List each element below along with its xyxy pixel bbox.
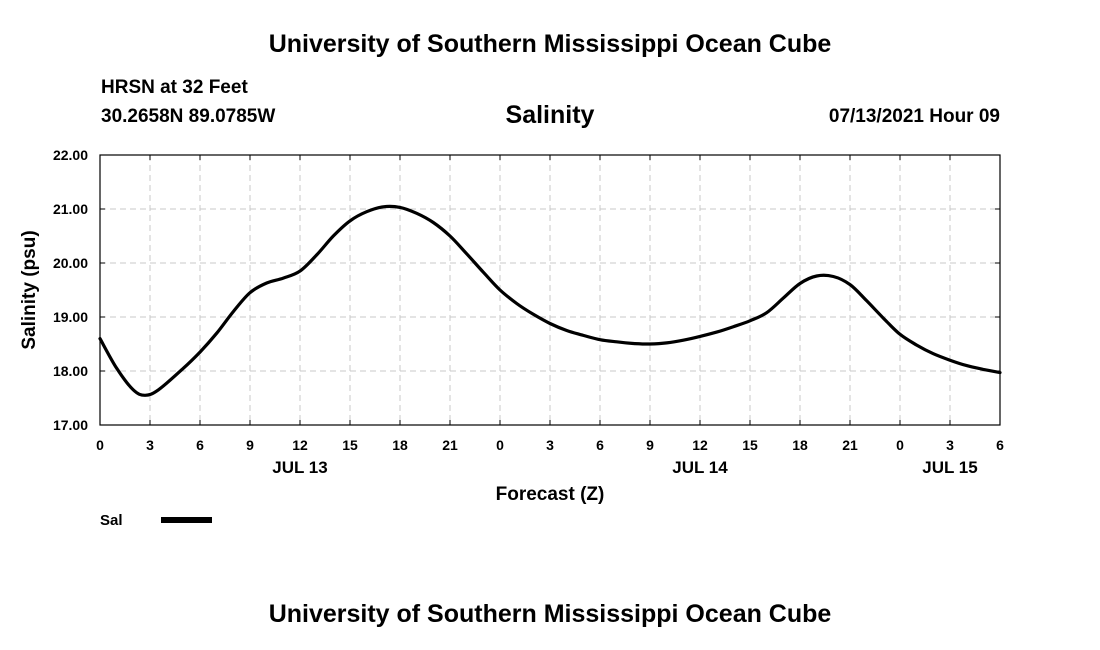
y-tick-label: 20.00 bbox=[53, 255, 88, 271]
y-tick-label: 22.00 bbox=[53, 147, 88, 163]
x-tick-label: 3 bbox=[146, 437, 154, 453]
x-date-label: JUL 14 bbox=[672, 458, 728, 477]
y-axis-title: Salinity (psu) bbox=[19, 230, 40, 349]
forecast-timestamp: 07/13/2021 Hour 09 bbox=[828, 106, 1000, 127]
chart-title: Salinity bbox=[505, 101, 595, 129]
x-tick-label: 6 bbox=[996, 437, 1004, 453]
x-tick-label: 18 bbox=[792, 437, 808, 453]
x-tick-label: 3 bbox=[946, 437, 954, 453]
y-tick-label: 17.00 bbox=[53, 417, 88, 433]
y-tick-label: 21.00 bbox=[53, 201, 88, 217]
x-date-label: JUL 13 bbox=[272, 458, 327, 477]
x-date-label: JUL 15 bbox=[922, 458, 977, 477]
grid-lines bbox=[100, 155, 1000, 425]
station-coordinates: 30.2658N 89.0785W bbox=[101, 106, 276, 127]
station-label: HRSN at 32 Feet bbox=[101, 77, 248, 98]
x-tick-label: 21 bbox=[842, 437, 858, 453]
legend-label: Sal bbox=[100, 512, 123, 529]
series-line-sal bbox=[98, 204, 1002, 397]
x-tick-label: 6 bbox=[196, 437, 204, 453]
org-title-top: University of Southern Mississippi Ocean… bbox=[268, 30, 832, 58]
x-tick-label: 15 bbox=[342, 437, 358, 453]
x-axis-title: Forecast (Z) bbox=[496, 484, 605, 505]
x-tick-label: 21 bbox=[442, 437, 458, 453]
x-tick-label: 0 bbox=[96, 437, 104, 453]
org-title-bottom: University of Southern Mississippi Ocean… bbox=[268, 600, 832, 628]
x-tick-label: 15 bbox=[742, 437, 758, 453]
x-tick-label: 3 bbox=[546, 437, 554, 453]
x-tick-label: 12 bbox=[692, 437, 708, 453]
x-tick-label: 0 bbox=[896, 437, 904, 453]
series-layer bbox=[98, 204, 1002, 397]
x-tick-label: 12 bbox=[292, 437, 308, 453]
x-tick-label: 9 bbox=[646, 437, 654, 453]
x-tick-label: 0 bbox=[496, 437, 504, 453]
axes: 0 3 6 9 12 15 18 21 0 3 6 9 12 15 18 21 0 3 6 JUL 13 JUL 14 J… bbox=[19, 147, 1004, 505]
legend: Sal bbox=[100, 512, 212, 529]
y-tick-label: 19.00 bbox=[53, 309, 88, 325]
x-tick-label: 18 bbox=[392, 437, 408, 453]
x-tick-label: 9 bbox=[246, 437, 254, 453]
x-tick-label: 6 bbox=[596, 437, 604, 453]
y-tick-label: 18.00 bbox=[53, 363, 88, 379]
